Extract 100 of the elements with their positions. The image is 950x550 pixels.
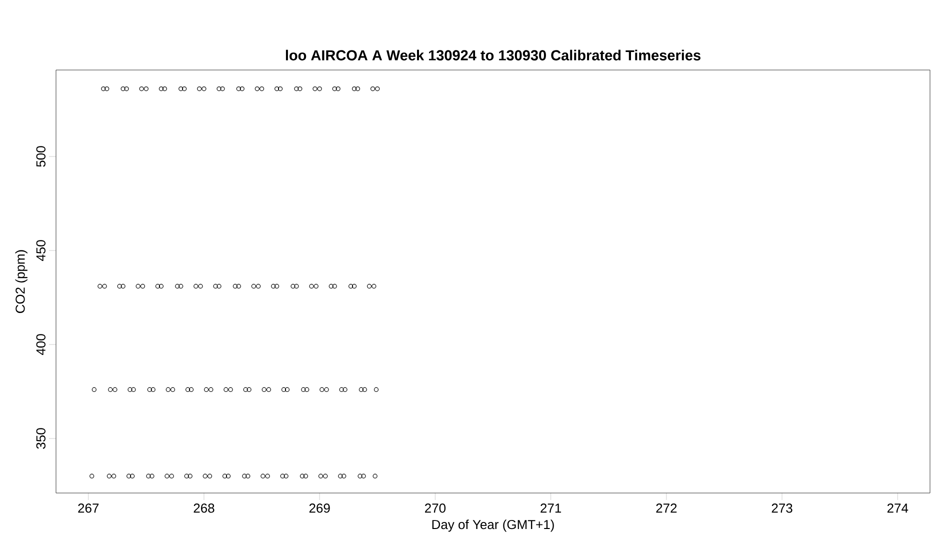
point — [124, 86, 129, 92]
point — [208, 387, 214, 392]
point — [348, 284, 354, 288]
point — [317, 86, 322, 92]
point — [178, 86, 184, 92]
point — [136, 284, 140, 288]
point — [271, 284, 276, 288]
point — [332, 284, 337, 288]
point — [197, 86, 202, 92]
point — [117, 284, 122, 288]
point — [338, 474, 343, 478]
point — [158, 284, 164, 288]
x-tick-label: 269 — [309, 504, 330, 513]
point — [112, 474, 116, 478]
y-axis-title: CO2 (ppm) — [15, 250, 28, 313]
point — [108, 387, 113, 392]
point — [312, 86, 318, 92]
point — [150, 387, 156, 392]
point — [284, 387, 290, 392]
point — [112, 387, 118, 392]
x-tick-label: 274 — [887, 504, 908, 513]
x-tick-label: 268 — [194, 504, 214, 513]
x-tick-label: 270 — [425, 504, 446, 513]
point — [372, 474, 378, 478]
point — [204, 387, 209, 392]
point — [374, 387, 379, 392]
point — [332, 86, 337, 92]
y-tick-label: 400 — [36, 334, 46, 356]
point — [309, 284, 314, 288]
point — [178, 284, 184, 288]
point — [162, 86, 167, 92]
point — [182, 86, 187, 92]
point — [358, 387, 364, 392]
point — [355, 86, 360, 92]
point — [352, 284, 357, 288]
point — [222, 474, 228, 478]
chart-title: loo AIRCOA A Week 130924 to 130930 Calibrated Timeseries — [286, 50, 700, 60]
point — [262, 387, 266, 392]
point — [274, 86, 280, 92]
point — [301, 387, 306, 392]
point — [256, 284, 261, 288]
point — [243, 387, 248, 392]
point — [120, 86, 126, 92]
point — [92, 387, 96, 392]
point — [375, 86, 380, 92]
point — [130, 474, 135, 478]
point — [278, 86, 283, 92]
point — [158, 86, 164, 92]
point — [236, 284, 241, 288]
point — [207, 474, 212, 478]
point — [184, 474, 189, 478]
point — [194, 284, 198, 288]
point — [281, 387, 286, 392]
point — [367, 284, 372, 288]
point — [186, 387, 190, 392]
point — [188, 387, 194, 392]
point — [362, 387, 367, 392]
point — [314, 284, 318, 288]
point — [294, 86, 299, 92]
point — [202, 86, 206, 92]
point — [259, 86, 264, 92]
point — [280, 474, 285, 478]
point — [147, 387, 152, 392]
point — [139, 86, 144, 92]
point — [232, 284, 238, 288]
point — [358, 474, 362, 478]
point — [226, 474, 231, 478]
point — [274, 284, 280, 288]
point — [228, 387, 233, 392]
point — [372, 284, 376, 288]
x-tick-label: 273 — [772, 504, 792, 513]
point — [323, 474, 328, 478]
point — [144, 86, 148, 92]
point — [104, 86, 110, 92]
point — [290, 284, 296, 288]
point — [352, 86, 357, 92]
point — [169, 474, 174, 478]
y-tick-label: 450 — [36, 240, 46, 262]
point — [150, 474, 154, 478]
point — [120, 284, 126, 288]
point — [202, 474, 208, 478]
point — [284, 474, 288, 478]
point — [220, 86, 225, 92]
point — [342, 387, 348, 392]
point — [98, 284, 102, 288]
point — [102, 284, 107, 288]
point — [336, 86, 340, 92]
y-tick-label: 350 — [36, 428, 46, 449]
point — [140, 284, 146, 288]
x-tick-label: 267 — [78, 504, 99, 513]
point — [328, 284, 334, 288]
point — [242, 474, 247, 478]
point — [361, 474, 366, 478]
point — [294, 284, 299, 288]
point — [224, 387, 228, 392]
point — [266, 387, 272, 392]
x-axis-title: Day of Year (GMT+1) — [432, 520, 554, 532]
point — [254, 86, 260, 92]
point — [216, 284, 222, 288]
point — [298, 86, 302, 92]
